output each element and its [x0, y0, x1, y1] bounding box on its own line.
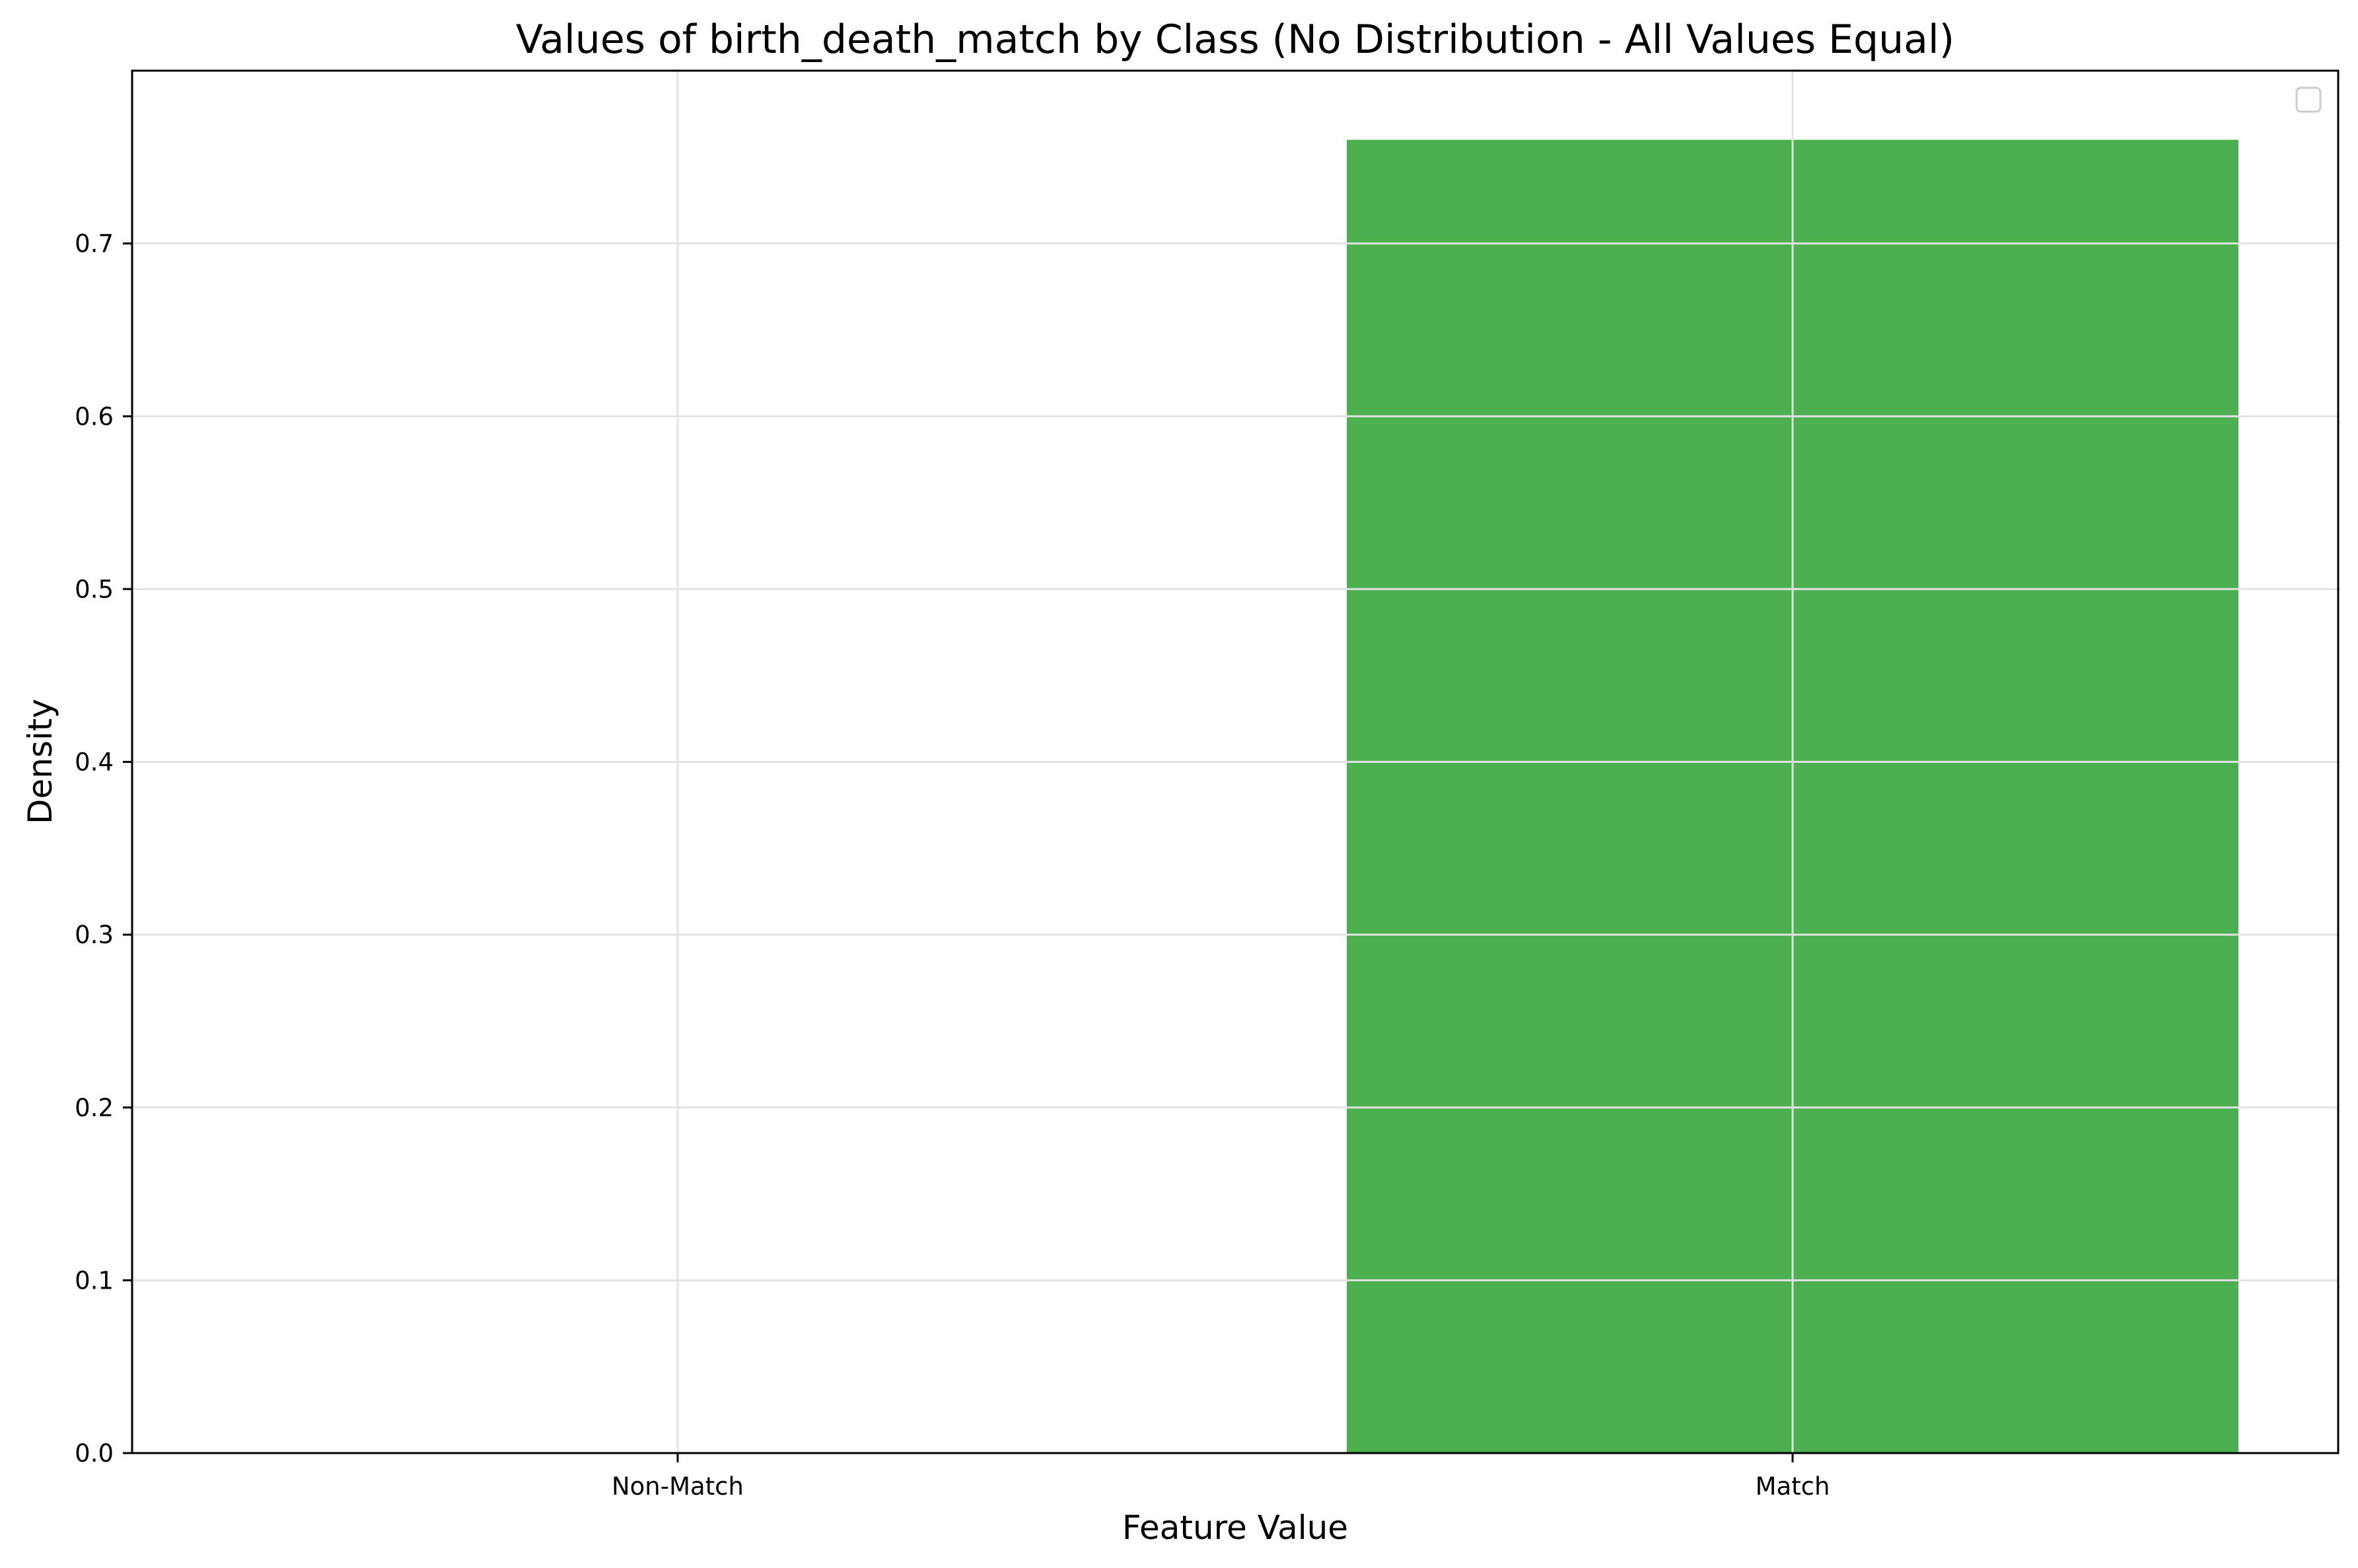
y-tick-label: 0.6 — [75, 402, 114, 431]
axes: 0.0 0.1 0.2 0.3 0.4 0.5 0.6 0.7 Non-Match Match — [75, 230, 1830, 1501]
y-tick-label: 0.1 — [75, 1266, 114, 1295]
y-axis-label: Density — [21, 699, 59, 824]
y-tick-label: 0.0 — [75, 1439, 114, 1468]
x-tick-label: Match — [1756, 1472, 1830, 1501]
chart-title: Values of birth_death_match by Class (No… — [516, 17, 1954, 63]
x-axis-label: Feature Value — [1122, 1509, 1348, 1547]
y-tick-label: 0.2 — [75, 1094, 114, 1122]
plot-frame — [131, 69, 2340, 1454]
grid-lines — [132, 71, 2338, 1454]
x-tick-label: Non-Match — [612, 1472, 744, 1501]
legend-box — [2295, 87, 2322, 113]
y-tick-label: 0.5 — [75, 575, 114, 604]
y-tick-label: 0.3 — [75, 921, 114, 949]
y-tick-label: 0.7 — [75, 230, 114, 258]
y-tick-label: 0.4 — [75, 748, 114, 777]
